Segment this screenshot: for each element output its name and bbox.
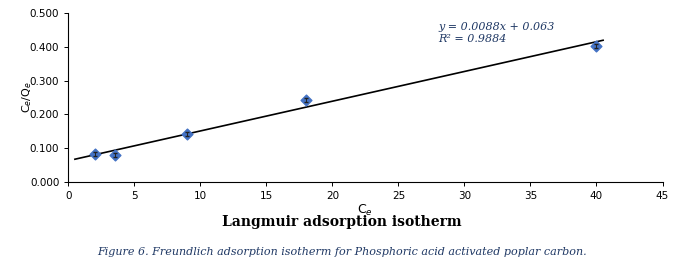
Point	[89, 152, 100, 156]
Text: Figure 6. Freundlich adsorption isotherm for Phosphoric acid activated poplar ca: Figure 6. Freundlich adsorption isotherm…	[97, 248, 586, 257]
Point	[182, 132, 193, 136]
Text: Langmuir adsorption isotherm: Langmuir adsorption isotherm	[222, 215, 461, 229]
Point	[591, 44, 602, 48]
Point	[301, 98, 311, 102]
Text: y = 0.0088x + 0.063
R² = 0.9884: y = 0.0088x + 0.063 R² = 0.9884	[438, 22, 555, 44]
X-axis label: C$_e$: C$_e$	[357, 203, 374, 218]
Point	[109, 153, 120, 157]
Y-axis label: C$_e$/Q$_e$: C$_e$/Q$_e$	[20, 81, 34, 114]
